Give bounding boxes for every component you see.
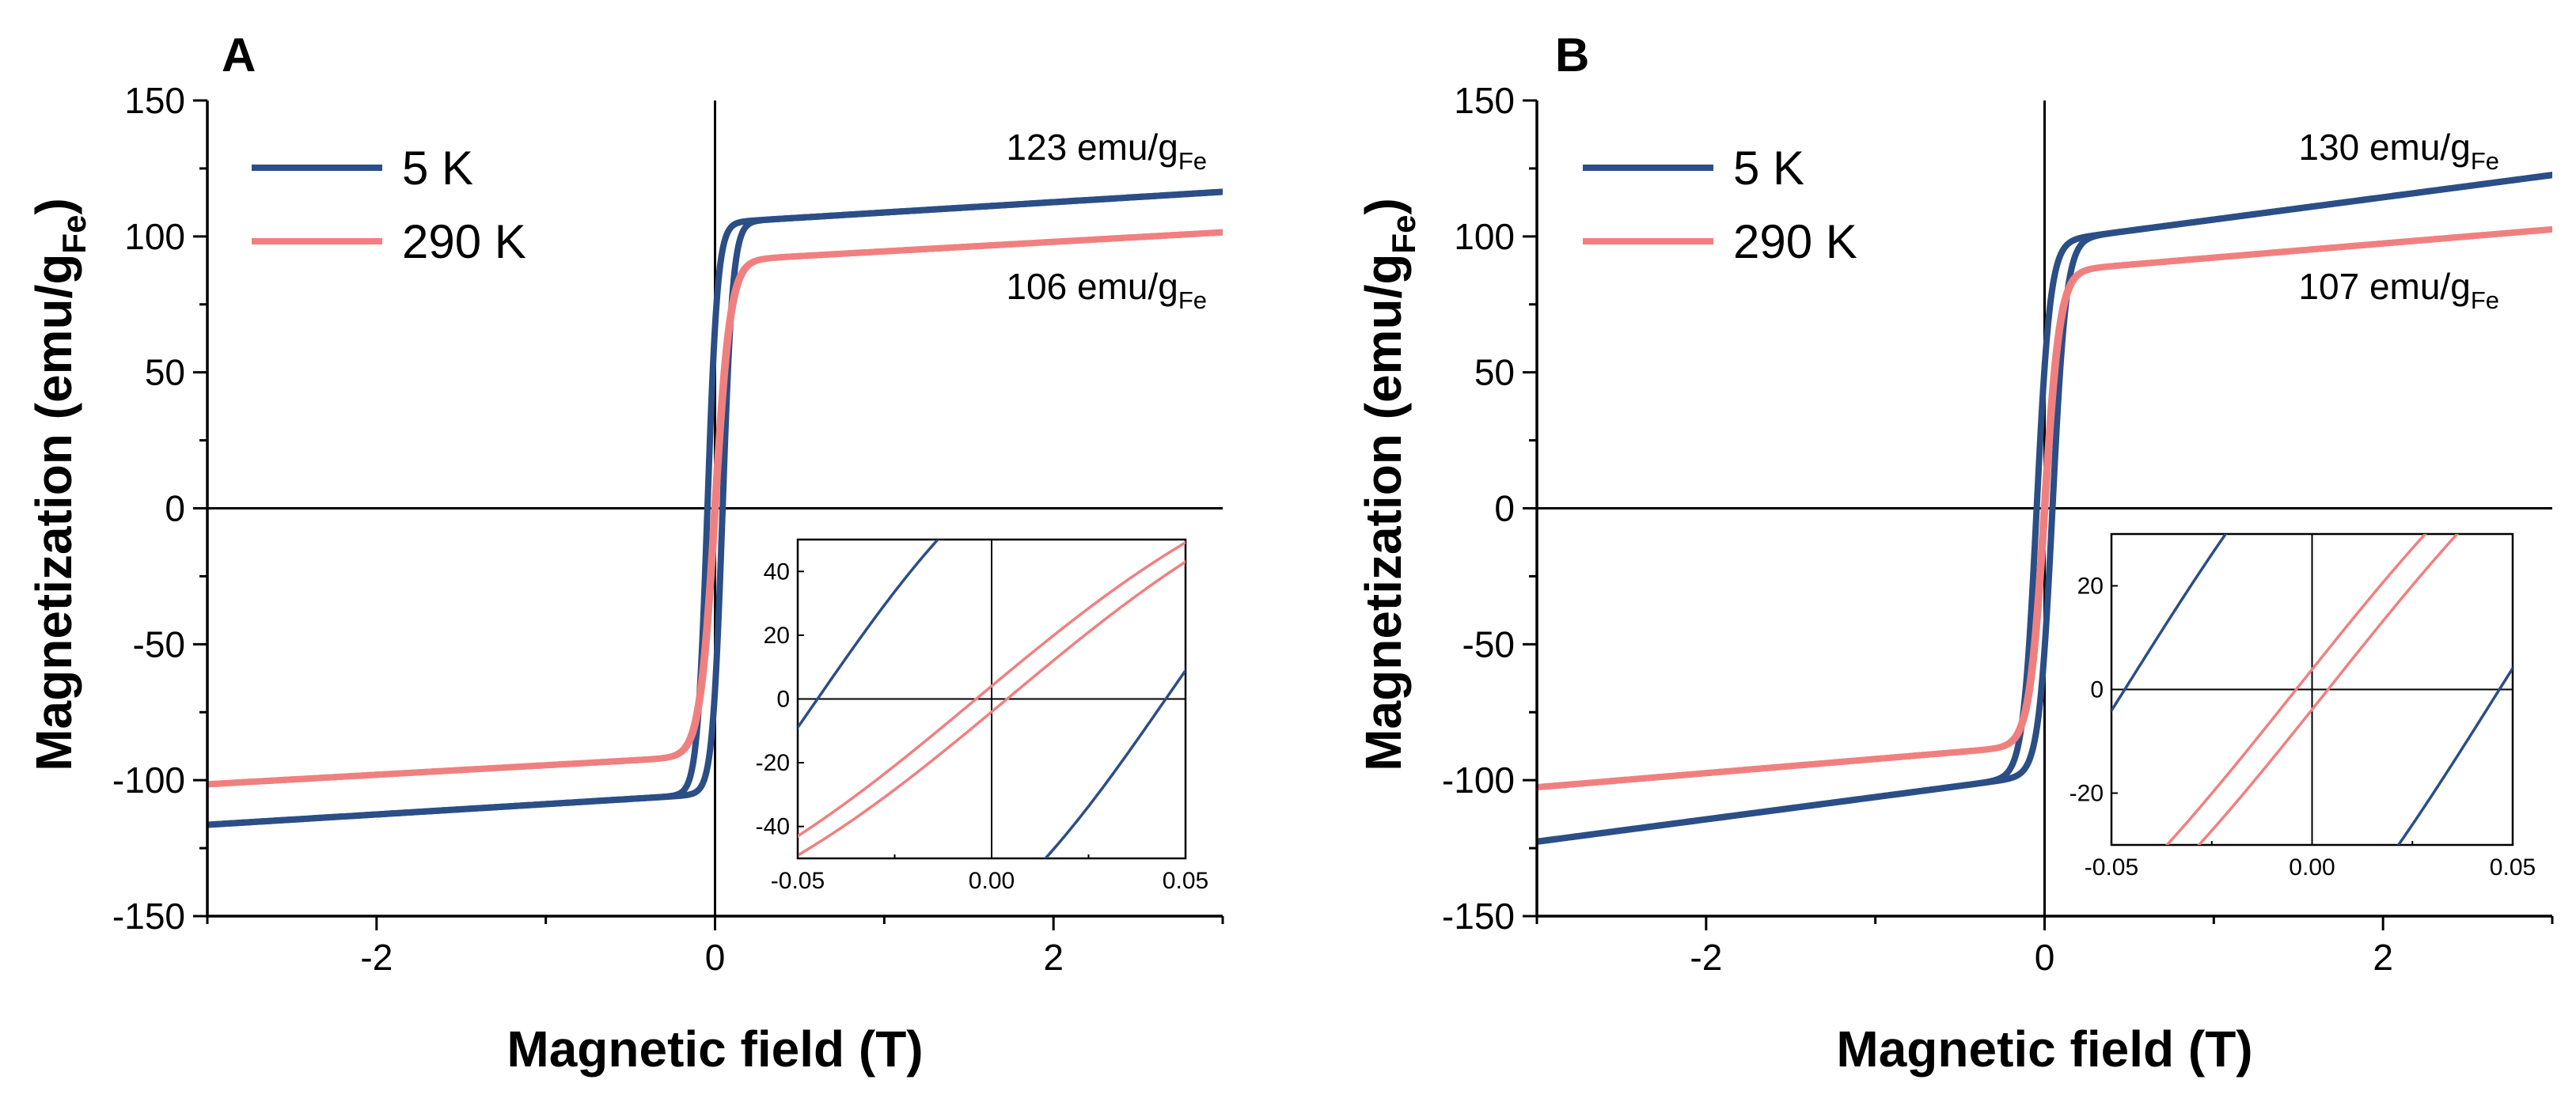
annotation-main: 130 emu/g <box>2298 127 2470 168</box>
panel-letter: B <box>1555 28 1589 81</box>
inset-y-tick-label: 40 <box>764 559 790 585</box>
x-tick-label: -2 <box>360 937 393 978</box>
inset-y-tick-label: 0 <box>776 687 790 713</box>
inset-series-5k-descending <box>2111 534 2228 714</box>
annotation-sub: Fe <box>2471 286 2499 314</box>
inset-series-5k-descending <box>798 540 940 730</box>
x-tick-label: 0 <box>2035 937 2055 978</box>
y-tick-label: -50 <box>133 623 185 665</box>
y-axis-title-main: Magnetization (emu/g <box>25 254 82 771</box>
inset-series-290k-ascending <box>2197 534 2460 845</box>
y-axis-title: Magnetization (emu/gFe) <box>1355 198 1422 771</box>
series-290k-descending <box>1537 225 2552 791</box>
y-tick-label: 150 <box>1454 80 1515 121</box>
inset: -20 0 20 -0.05 0.00 0.05 <box>2070 532 2536 881</box>
y-tick-label: -150 <box>1442 896 1515 937</box>
y-tick-label: 150 <box>124 80 185 121</box>
legend-label-290k: 290 K <box>1733 215 1857 268</box>
series-group <box>207 188 1223 828</box>
annotation-sub: Fe <box>1178 286 1207 314</box>
annotation-sub: Fe <box>1178 147 1207 175</box>
y-axis-title-sub: Fe <box>1385 215 1422 254</box>
inset-x-tick-label: 0.05 <box>1163 868 1208 894</box>
x-axis-title: Magnetic field (T) <box>506 1021 923 1078</box>
inset-series-290k-descending <box>798 540 1186 838</box>
y-tick-label: -100 <box>1442 759 1515 801</box>
series-5k-descending <box>1537 172 2552 845</box>
inset-series-290k-ascending <box>798 560 1186 858</box>
y-tick-label: 100 <box>124 216 185 257</box>
inset-series-group <box>2111 534 2513 845</box>
inset-x-tick-label: 0.00 <box>2289 854 2335 881</box>
inset-x-tick-label: -0.05 <box>771 868 825 894</box>
saturation-annotation: 107 emu/gFe <box>2298 266 2499 314</box>
annotation-main: 123 emu/g <box>1006 127 1178 168</box>
inset-y-tick-label: -40 <box>756 814 790 840</box>
inset-series-290k-descending <box>2164 534 2427 845</box>
inset-y-tick-label: -20 <box>756 750 790 776</box>
inset-series-5k-ascending <box>1043 668 1186 858</box>
inset: -40 -20 0 20 40 -0.05 0.00 0.05 <box>756 538 1208 894</box>
y-tick-label: 50 <box>1474 352 1515 393</box>
inset-series-5k-ascending <box>2396 665 2513 845</box>
legend-label-5k: 5 K <box>1733 142 1804 195</box>
annotation-main: 106 emu/g <box>1006 266 1178 307</box>
series-290k-descending <box>207 229 1223 788</box>
y-axis-title-close: ) <box>1355 198 1412 214</box>
series-group <box>1537 172 2552 845</box>
y-tick-label: -50 <box>1463 623 1515 665</box>
x-tick-label: -2 <box>1690 937 1722 978</box>
inset-x-tick-label: -0.05 <box>2085 854 2138 881</box>
y-axis-title-sub: Fe <box>55 215 93 254</box>
y-tick-label: -100 <box>112 759 185 801</box>
inset-series-group <box>798 540 1186 858</box>
y-axis-title-main: Magnetization (emu/g <box>1355 254 1412 771</box>
y-axis-title-close: ) <box>25 198 82 214</box>
x-tick-label: 2 <box>1043 937 1064 978</box>
saturation-annotation: 123 emu/gFe <box>1006 127 1207 175</box>
annotation-sub: Fe <box>2471 147 2499 175</box>
y-tick-label: -150 <box>112 896 185 937</box>
x-tick-label: 0 <box>705 937 726 978</box>
inset-y-tick-label: 0 <box>2090 677 2104 703</box>
y-axis-title: Magnetization (emu/gFe) <box>25 198 93 771</box>
x-axis-title: Magnetic field (T) <box>1836 1021 2252 1078</box>
y-tick-label: 0 <box>1494 488 1515 529</box>
inset-y-tick-label: 20 <box>764 623 790 649</box>
annotation-main: 107 emu/g <box>2298 266 2470 307</box>
inset-y-tick-label: -20 <box>2070 781 2104 807</box>
saturation-annotation: 130 emu/gFe <box>2298 127 2499 175</box>
legend-label-5k: 5 K <box>402 142 473 195</box>
panel-letter: A <box>222 28 256 81</box>
y-tick-label: 50 <box>145 352 185 393</box>
inset-y-tick-label: 20 <box>2077 574 2104 600</box>
inset-x-tick-label: 0.00 <box>969 868 1015 894</box>
inset-x-tick-label: 0.05 <box>2490 854 2536 881</box>
x-tick-label: 2 <box>2373 937 2393 978</box>
series-5k-descending <box>207 188 1223 828</box>
legend-label-290k: 290 K <box>402 215 526 268</box>
y-tick-label: 100 <box>1454 216 1515 257</box>
y-tick-label: 0 <box>165 488 185 529</box>
saturation-annotation: 106 emu/gFe <box>1006 266 1207 314</box>
